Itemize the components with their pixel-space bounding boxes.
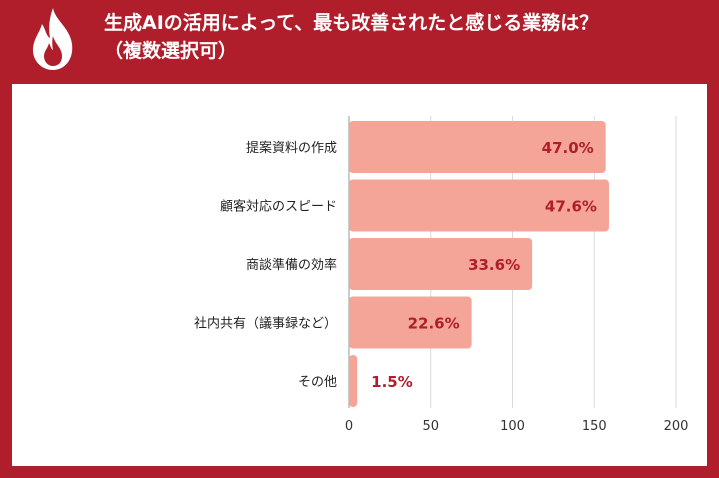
x-tick-label: 0 — [345, 419, 353, 434]
bar-chart: 0 50 100 150 200 提案資料の作成 47.0% 顧客対応のスピード 47.6% 商談… — [194, 116, 689, 434]
bar — [349, 355, 358, 407]
x-tick-label: 50 — [422, 419, 439, 434]
category-label: 顧客対応のスピード — [220, 199, 337, 215]
bar — [349, 238, 533, 290]
title-line-1: 生成AIの活用によって、最も改善されたと感じる業務は？ — [104, 12, 599, 34]
x-tick-label: 200 — [664, 419, 689, 434]
page-title: 生成AIの活用によって、最も改善されたと感じる業務は？ （複数選択可） — [104, 9, 598, 65]
title-line-2: （複数選択可） — [104, 40, 238, 62]
data-label: 22.6% — [408, 315, 460, 333]
bar — [349, 121, 606, 173]
x-tick-label: 100 — [500, 419, 525, 434]
data-label: 33.6% — [468, 256, 520, 274]
chart-panel: 0 50 100 150 200 提案資料の作成 47.0% 顧客対応のスピード 47.6% 商談… — [12, 84, 707, 466]
category-label: 商談準備の効率 — [246, 257, 337, 273]
x-tick-label: 150 — [582, 419, 607, 434]
bar — [349, 179, 609, 232]
data-label: 47.0% — [542, 139, 594, 157]
category-label: 社内共有（議事録など） — [194, 316, 337, 332]
flame-icon — [32, 8, 73, 70]
category-label: 提案資料の作成 — [246, 140, 337, 156]
data-label: 47.6% — [545, 198, 597, 216]
bar — [349, 296, 472, 349]
category-label: その他 — [298, 375, 337, 390]
data-label: 1.5% — [371, 373, 413, 391]
header: 生成AIの活用によって、最も改善されたと感じる業務は？ （複数選択可） — [0, 0, 719, 80]
